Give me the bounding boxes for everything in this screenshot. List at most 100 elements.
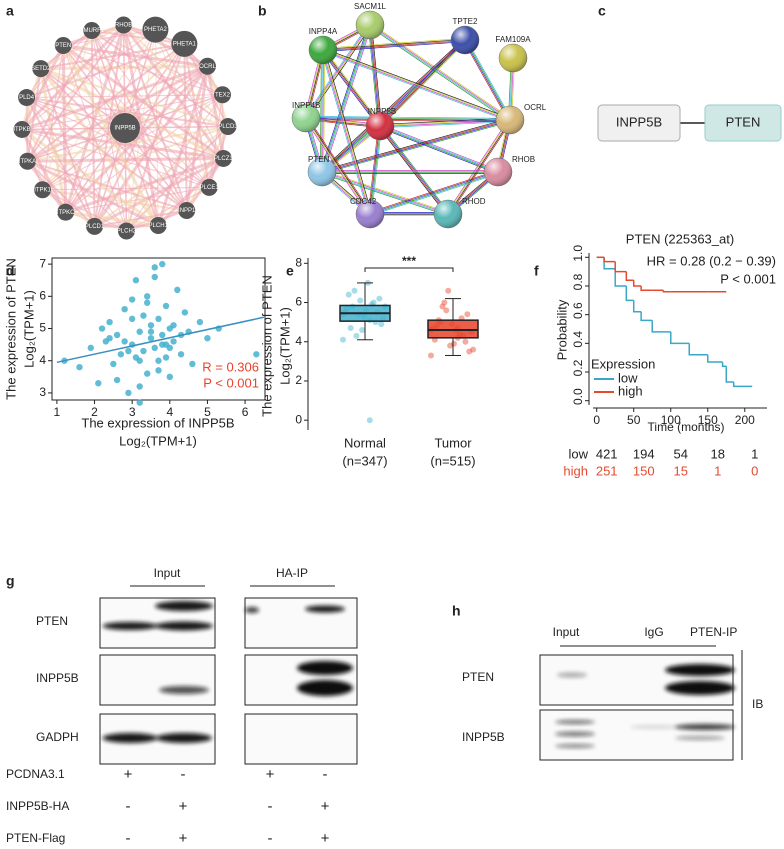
point bbox=[170, 338, 177, 345]
node-shine bbox=[292, 104, 320, 132]
condition-sign: - bbox=[268, 798, 273, 815]
edge bbox=[156, 65, 209, 226]
point bbox=[441, 299, 448, 306]
edge bbox=[321, 49, 323, 172]
panel-letter: h bbox=[452, 603, 461, 619]
node bbox=[13, 120, 31, 138]
point bbox=[136, 328, 143, 335]
risk-group: low bbox=[568, 446, 588, 461]
node-label: ITPKA bbox=[19, 159, 36, 165]
band bbox=[555, 731, 595, 737]
point bbox=[155, 315, 162, 323]
edge bbox=[323, 49, 371, 214]
panel-g: Input HA-IP PTEN INPP5B GADPH PCDNA3.1 + - + - INP… bbox=[6, 566, 358, 847]
node-label: SMURF1 bbox=[79, 28, 104, 34]
node-label: PHETA1 bbox=[173, 41, 197, 47]
point bbox=[121, 305, 128, 313]
panel-c: INPP5B PTEN bbox=[597, 104, 782, 142]
edge bbox=[380, 40, 467, 128]
node-shine bbox=[356, 200, 384, 228]
band bbox=[665, 681, 735, 695]
edge bbox=[27, 160, 188, 212]
regression-line bbox=[56, 316, 265, 364]
node-label: OCRL bbox=[524, 103, 547, 112]
lane-label: Input bbox=[553, 625, 580, 639]
node-label: PTEN bbox=[308, 155, 330, 164]
band bbox=[675, 736, 725, 740]
survival-step bbox=[625, 285, 634, 302]
y-tick-label: 4 bbox=[295, 334, 302, 348]
edge bbox=[94, 209, 187, 228]
edge bbox=[323, 40, 466, 51]
y-tick-label: 4 bbox=[39, 353, 46, 367]
annotation: P < 0.001 bbox=[203, 375, 259, 390]
edge bbox=[306, 117, 371, 214]
point bbox=[376, 295, 383, 302]
x-tick-label: (n=515) bbox=[430, 453, 475, 468]
node-shine bbox=[484, 158, 512, 186]
edge bbox=[93, 125, 229, 228]
condition-sign: + bbox=[321, 830, 330, 847]
node-label: INPP1 bbox=[178, 208, 196, 214]
edge bbox=[40, 24, 125, 70]
point bbox=[151, 264, 158, 271]
x-tick-label: Normal bbox=[344, 435, 386, 450]
edge bbox=[380, 125, 499, 172]
band bbox=[665, 664, 735, 676]
y-tick-label: 6 bbox=[295, 295, 302, 309]
point bbox=[121, 338, 128, 345]
node-label: ITPKC bbox=[57, 210, 75, 216]
edge bbox=[464, 40, 510, 121]
edge bbox=[369, 170, 498, 213]
point bbox=[110, 360, 117, 368]
edge bbox=[322, 38, 465, 49]
row-label: PTEN bbox=[462, 670, 494, 684]
point bbox=[462, 338, 469, 345]
edge bbox=[370, 23, 512, 119]
node-label: PHETA2 bbox=[144, 27, 168, 33]
point bbox=[87, 344, 94, 352]
edge bbox=[322, 50, 510, 121]
edge bbox=[369, 171, 498, 214]
band bbox=[675, 724, 735, 730]
risk-count: 194 bbox=[633, 446, 655, 461]
edge bbox=[122, 24, 225, 160]
node-label: TEX2 bbox=[215, 92, 231, 98]
y-tick-label: 2 bbox=[295, 373, 302, 387]
edge bbox=[26, 97, 127, 232]
node-box bbox=[704, 104, 782, 142]
point bbox=[366, 417, 373, 424]
point bbox=[181, 309, 189, 316]
band bbox=[156, 733, 212, 743]
panel-letter: d bbox=[6, 263, 15, 279]
edge bbox=[447, 119, 510, 214]
node bbox=[214, 149, 232, 167]
node-label: RHOD bbox=[462, 197, 486, 206]
edge bbox=[369, 25, 510, 121]
point bbox=[464, 311, 471, 318]
point bbox=[140, 312, 147, 319]
x-tick-label: (n=347) bbox=[342, 453, 387, 468]
condition-label: PTEN-Flag bbox=[6, 831, 65, 845]
condition-label: INPP5B-HA bbox=[6, 799, 69, 813]
edge bbox=[321, 119, 510, 172]
edge bbox=[26, 159, 159, 227]
survival-step bbox=[725, 366, 734, 383]
band bbox=[555, 720, 595, 724]
edge bbox=[304, 23, 369, 118]
edge bbox=[321, 50, 379, 128]
point bbox=[125, 347, 132, 355]
y-axis-label: The expression of PTEN bbox=[259, 275, 274, 417]
risk-count: 1 bbox=[714, 463, 721, 478]
edge bbox=[26, 24, 125, 162]
edge bbox=[91, 30, 210, 188]
x-tick-label: 150 bbox=[698, 413, 718, 427]
chart-title: PTEN (225363_at) bbox=[626, 231, 734, 246]
edge bbox=[63, 44, 208, 68]
point bbox=[174, 286, 181, 294]
node bbox=[18, 89, 36, 107]
node-label: FAM109A bbox=[495, 35, 531, 44]
band bbox=[630, 725, 680, 729]
survival-step bbox=[614, 261, 627, 273]
